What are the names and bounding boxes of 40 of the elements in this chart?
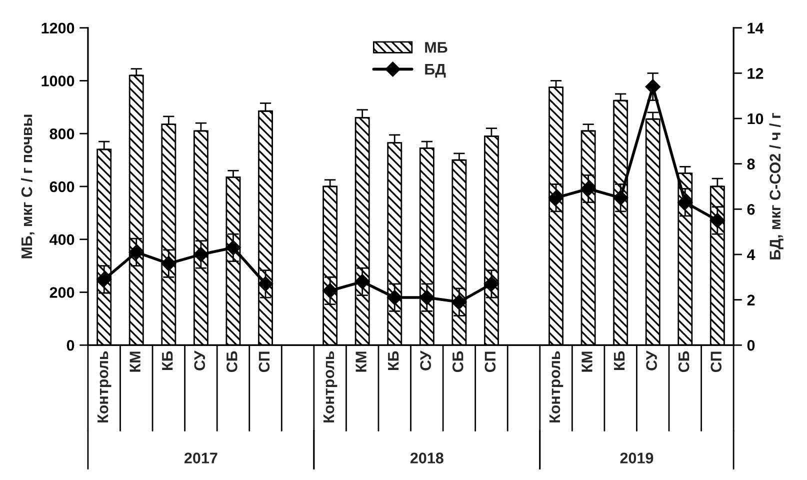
x-tick-label: СБ <box>226 351 238 372</box>
y2-axis-title: БД, мкг С-СО2 / ч / г <box>769 113 784 260</box>
y2-tick-label: 8 <box>747 158 755 170</box>
y2-tick-label: 4 <box>746 249 756 260</box>
x-tick-label: СУ <box>420 350 432 370</box>
y-axis-title: МБ, мкг С / г почвы <box>20 114 34 258</box>
x-tick-label: КБ <box>162 351 173 370</box>
x-tick-label: СБ <box>452 351 464 372</box>
y2-tick-label: 14 <box>748 22 764 34</box>
legend-label: МБ <box>425 42 448 53</box>
y-tick-label: 0 <box>66 340 74 351</box>
text: 2017 <box>184 452 218 464</box>
y-tick-label: 200 <box>50 287 74 298</box>
x-tick-label: КМ <box>582 352 592 372</box>
y2-tick-label: 2 <box>747 294 755 306</box>
y-tick-label: 800 <box>50 128 74 140</box>
x-tick-label: СУ <box>646 350 657 370</box>
x-tick-label: КМ <box>356 352 366 372</box>
y2-tick-label: 6 <box>747 204 755 215</box>
x-tick-label: Контроль <box>549 351 564 422</box>
x-tick-label: КБ <box>388 351 399 370</box>
x-tick-label: СП <box>710 352 722 372</box>
x-tick-label: СБ <box>678 351 690 372</box>
x-tick-label: КМ <box>130 352 140 372</box>
x-tick-label: СП <box>484 352 496 372</box>
y-tick-label: 400 <box>50 234 74 246</box>
x-tick-label: СП <box>258 352 270 372</box>
x-tick-label: КБ <box>614 351 625 370</box>
x-tick-label: Контроль <box>98 351 112 422</box>
y-tick-label: 1200 <box>42 22 74 34</box>
y2-tick-label: 10 <box>748 113 764 124</box>
legend-label: БД <box>425 64 446 78</box>
y2-tick-label: 12 <box>748 68 764 79</box>
x-tick-label: СУ <box>194 350 206 370</box>
x-tick-label: Контроль <box>324 351 338 422</box>
y-tick-label: 1000 <box>42 76 74 86</box>
text: 2019 <box>620 452 654 464</box>
text: 2018 <box>410 452 444 464</box>
y2-tick-label: 0 <box>747 340 755 351</box>
y-tick-label: 600 <box>50 181 74 192</box>
